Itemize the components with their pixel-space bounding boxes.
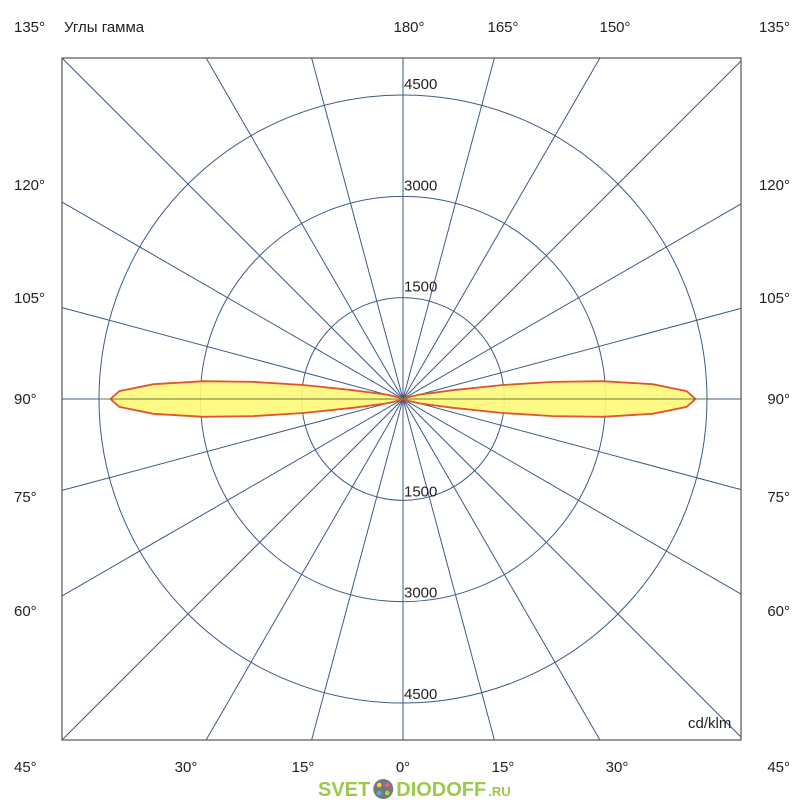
watermark-logo: SVET DIODOFF .RU — [318, 779, 511, 800]
radial-tick-label-top: 1500 — [404, 279, 437, 296]
angle-label-bottom: 45° — [767, 759, 790, 776]
angle-label-left: 60° — [14, 603, 37, 620]
radial-tick-label-bottom: 4500 — [404, 686, 437, 703]
watermark-text-right: DIODOFF — [396, 779, 486, 800]
chart-title: Углы гамма — [64, 19, 145, 36]
angle-label-right: 105° — [759, 290, 790, 307]
unit-label: cd/klm — [688, 715, 731, 732]
angle-label-right: 60° — [767, 603, 790, 620]
angle-label-top: 150° — [599, 19, 630, 36]
angle-label-bottom: 45° — [14, 759, 37, 776]
angle-label-top: 135° — [14, 19, 45, 36]
angle-label-bottom: 15° — [292, 759, 315, 776]
radial-tick-labels: 1500 1500 3000 3000 4500 4500 — [404, 76, 437, 703]
angle-label-left: 120° — [14, 177, 45, 194]
angle-label-top: 135° — [759, 19, 790, 36]
angle-label-right: 90° — [767, 391, 790, 408]
intensity-curves — [99, 380, 707, 418]
angle-label-left: 105° — [14, 290, 45, 307]
radial-tick-label-bottom: 1500 — [404, 483, 437, 500]
angle-label-top: 180° — [393, 19, 424, 36]
angle-label-right: 75° — [767, 489, 790, 506]
angle-label-bottom: 15° — [492, 759, 515, 776]
watermark-text-left: SVET — [318, 779, 370, 800]
angle-label-left: 90° — [14, 391, 37, 408]
angle-label-left: 75° — [14, 489, 37, 506]
angle-labels: 135° 180° 165° 150° 135° 45° 30° 15° 0° 15° 30° 45°… — [14, 19, 790, 776]
angle-label-bottom: 30° — [606, 759, 629, 776]
radial-tick-label-top: 3000 — [404, 177, 437, 194]
logo-dots-icon — [373, 779, 394, 799]
radial-tick-label-top: 4500 — [404, 76, 437, 93]
angle-label-top: 165° — [487, 19, 518, 36]
angle-label-bottom: 0° — [396, 759, 410, 776]
watermark-suffix: .RU — [488, 784, 510, 799]
angle-label-bottom: 30° — [175, 759, 198, 776]
radial-tick-label-bottom: 3000 — [404, 585, 437, 602]
angle-label-right: 120° — [759, 177, 790, 194]
